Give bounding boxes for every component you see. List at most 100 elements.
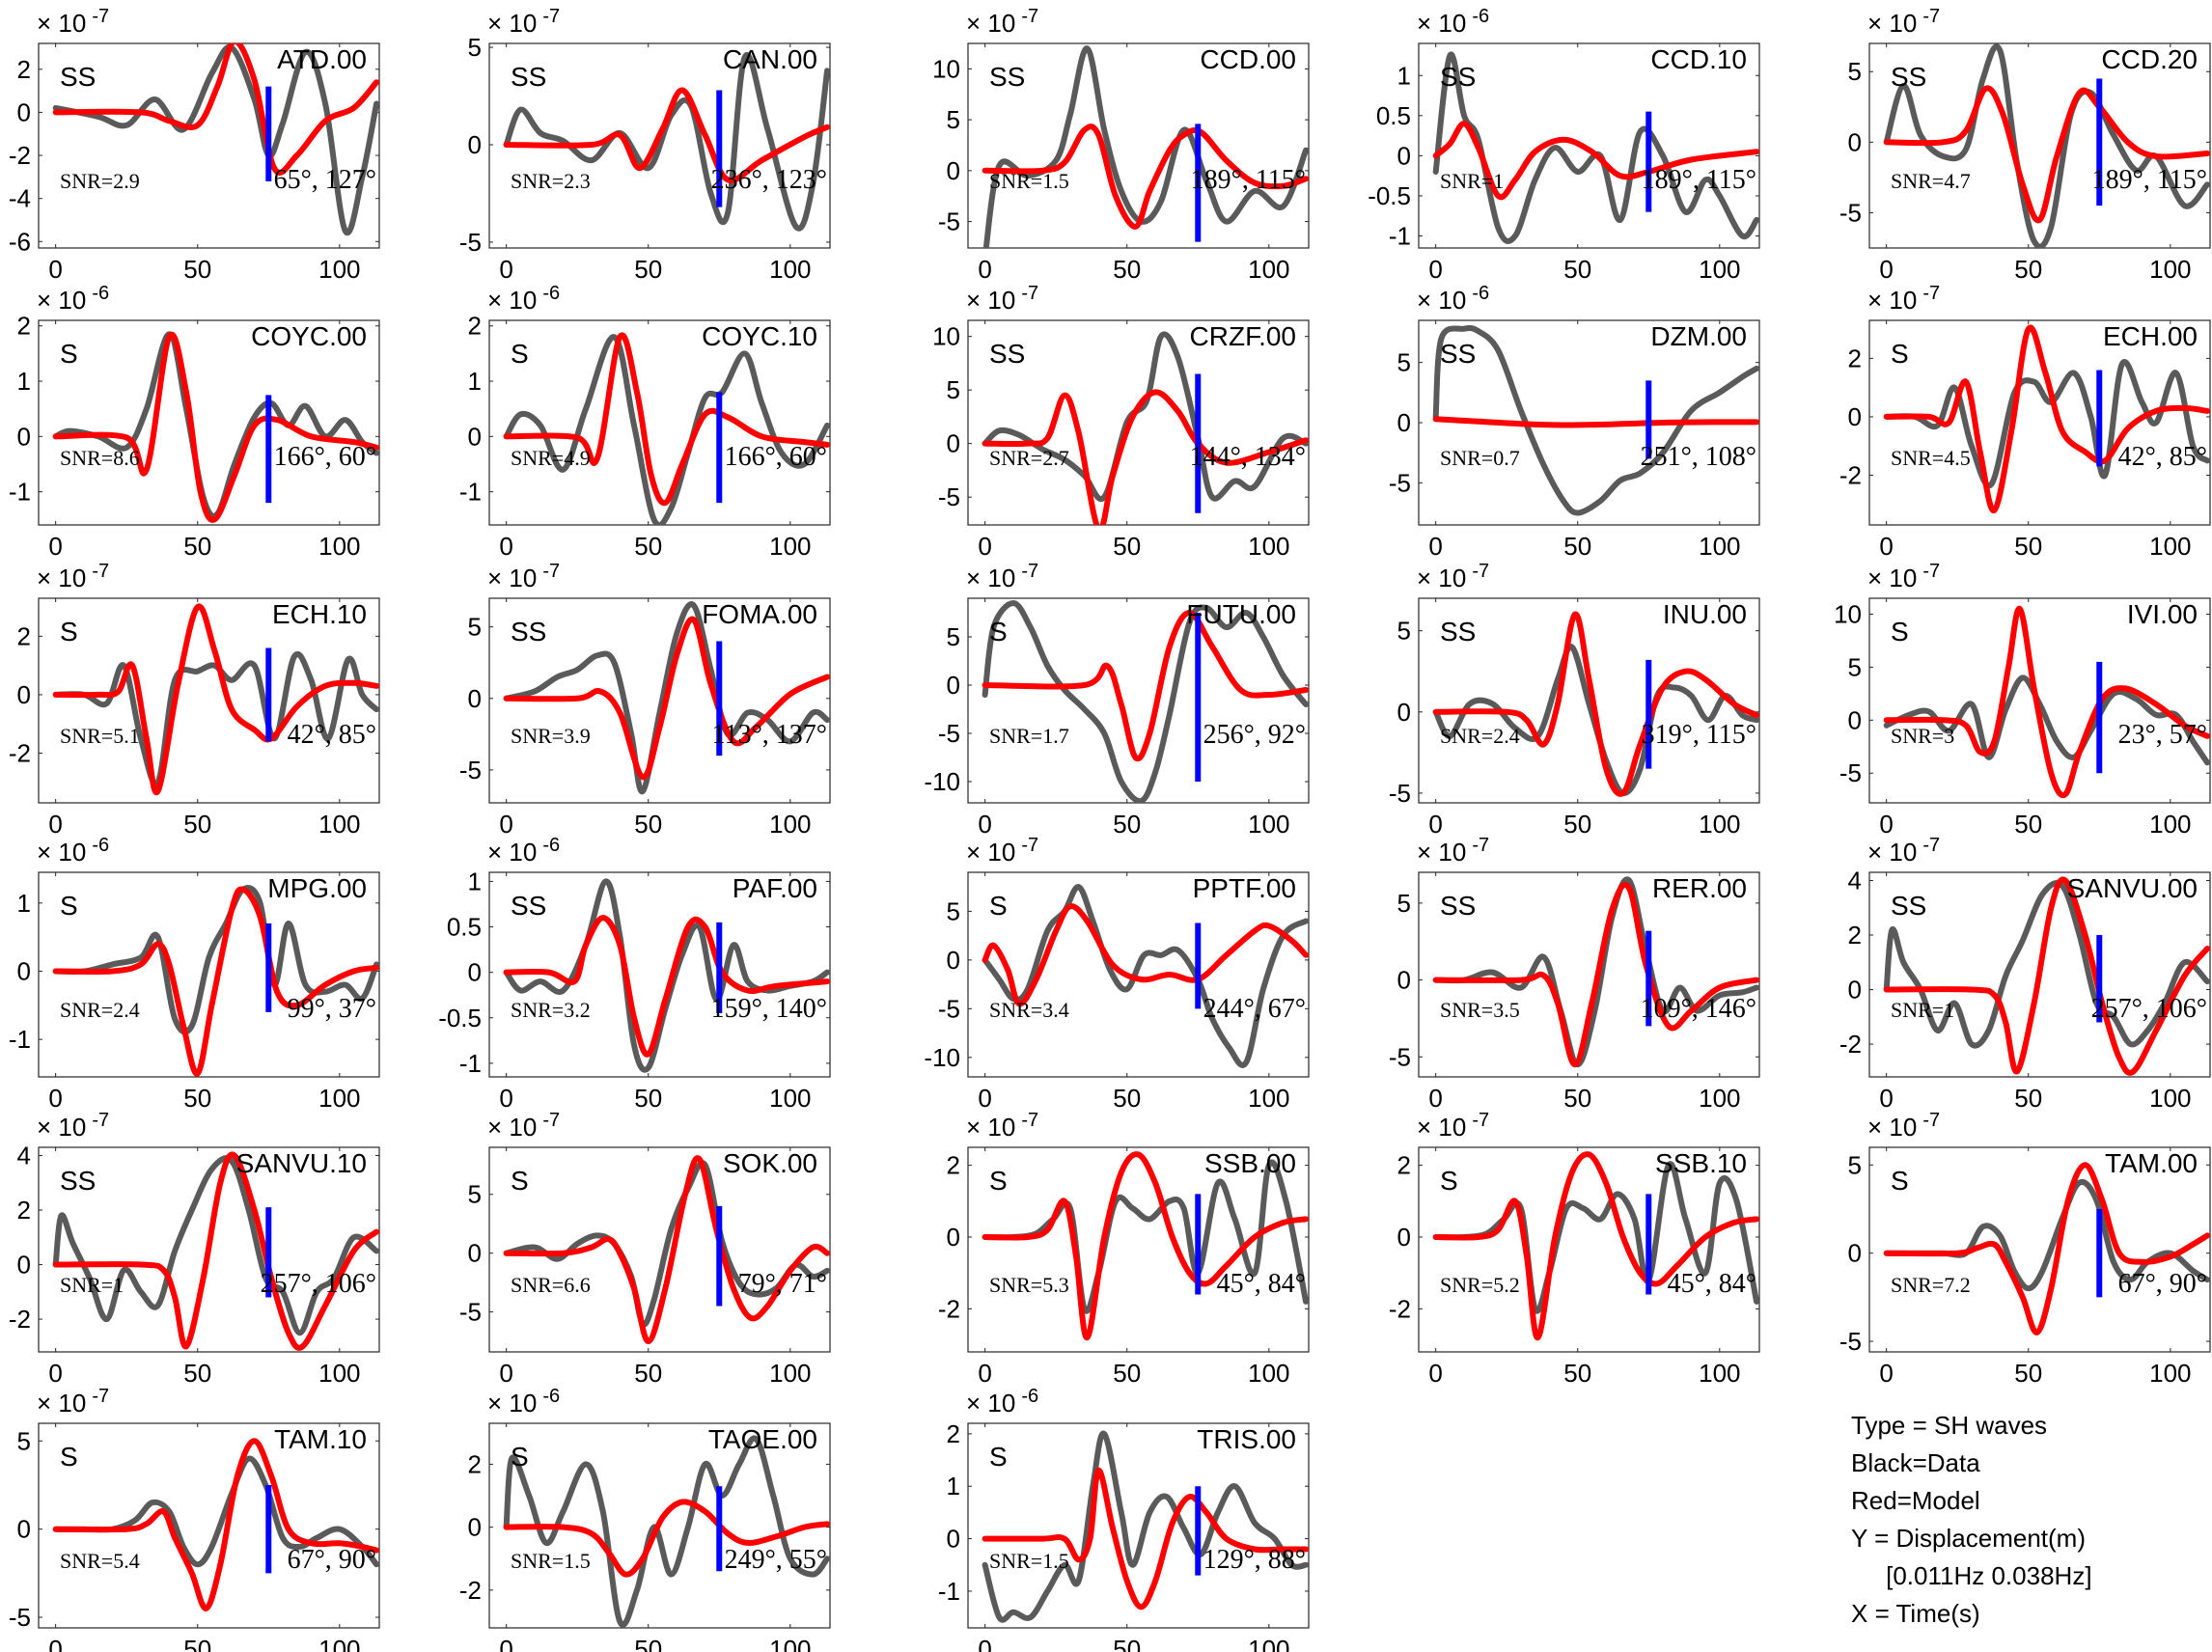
y-tick-label: 0 bbox=[1848, 402, 1862, 431]
y-tick-label: 5 bbox=[17, 1426, 31, 1455]
panel-traces bbox=[503, 332, 830, 525]
x-tick-label: 0 bbox=[978, 1084, 991, 1113]
station-label: SANVU.10 bbox=[236, 1148, 367, 1178]
y-tick-label: -2 bbox=[1389, 1294, 1411, 1323]
axes-box bbox=[967, 1146, 1310, 1353]
y-tick-label: 5 bbox=[1397, 348, 1411, 377]
x-tick-label: 100 bbox=[2149, 1084, 2191, 1113]
y-tick-label: 5 bbox=[468, 33, 482, 62]
panel-traces bbox=[982, 884, 1309, 1068]
y-tick-label: -5 bbox=[1389, 779, 1411, 808]
panel-traces bbox=[982, 45, 1309, 248]
model-trace bbox=[982, 1151, 1309, 1341]
azimuth-label: 99°, 37° bbox=[288, 994, 376, 1024]
legend-black: Black=Data bbox=[1851, 1448, 1980, 1477]
x-tick-label: 100 bbox=[318, 1359, 360, 1388]
model-trace bbox=[52, 43, 379, 176]
y-tick-label: 0 bbox=[947, 1223, 960, 1252]
station-label: COYC.00 bbox=[251, 321, 367, 351]
y-tick-label: 10 bbox=[932, 322, 960, 351]
x-tick-label: 50 bbox=[2014, 1359, 2042, 1388]
panel-traces bbox=[503, 878, 830, 1073]
y-tick-label: 5 bbox=[1397, 617, 1411, 646]
axes-box bbox=[967, 42, 1310, 249]
y-tick-label: 0 bbox=[17, 1515, 31, 1544]
x-tick-label: 0 bbox=[499, 1359, 512, 1388]
x-tick-label: 0 bbox=[978, 810, 991, 839]
y-tick-label: 0 bbox=[947, 156, 960, 185]
x-tick-label: 50 bbox=[1563, 1359, 1591, 1388]
panel-coyc-10: 0 50 100 2 1 0 -1 × 10 -6 S COYC.10 SNR=4.9 166°, 60… bbox=[459, 283, 831, 561]
y-tick-label: -5 bbox=[9, 1603, 31, 1632]
x-tick-label: 0 bbox=[978, 532, 991, 561]
x-tick-label: 100 bbox=[318, 255, 360, 284]
snr-label: SNR=1 bbox=[1891, 998, 1954, 1022]
axes-box bbox=[967, 871, 1310, 1078]
phase-label: SS bbox=[1440, 617, 1476, 647]
y-tick-label: -1 bbox=[459, 1049, 482, 1078]
axes-box bbox=[1418, 871, 1760, 1078]
model-trace bbox=[52, 1151, 379, 1351]
station-label: ATD.00 bbox=[277, 44, 367, 74]
y-tick-label: 0 bbox=[468, 958, 482, 987]
y-tick-label: 2 bbox=[17, 55, 31, 84]
y-tick-label: -1 bbox=[9, 478, 31, 507]
y-tick-label: 0 bbox=[947, 429, 960, 458]
panel-traces bbox=[503, 51, 830, 232]
station-label: PPTF.00 bbox=[1193, 873, 1296, 903]
model-trace bbox=[982, 124, 1309, 230]
snr-label: SNR=2.9 bbox=[60, 169, 140, 193]
station-label: IVI.00 bbox=[2127, 599, 2198, 629]
y-exponent-label: × 10 -7 bbox=[966, 283, 1038, 315]
station-label: SANVU.00 bbox=[2067, 873, 2198, 903]
y-tick-label: 2 bbox=[1397, 1151, 1411, 1180]
x-tick-label: 50 bbox=[183, 255, 211, 284]
azimuth-label: 23°, 57° bbox=[2118, 720, 2207, 750]
station-label: FUTU.00 bbox=[1186, 599, 1296, 629]
panel-traces bbox=[1883, 605, 2210, 799]
model-trace bbox=[1883, 324, 2210, 513]
azimuth-label: 236°, 123° bbox=[711, 165, 827, 195]
panel-traces bbox=[1432, 324, 1759, 516]
y-tick-label: 2 bbox=[1848, 921, 1862, 950]
axes-box bbox=[1418, 597, 1760, 804]
x-tick-label: 50 bbox=[183, 810, 211, 839]
y-exponent-label: × 10 -7 bbox=[487, 1110, 560, 1142]
x-tick-label: 0 bbox=[499, 1084, 512, 1113]
y-tick-label: 0 bbox=[1848, 705, 1862, 734]
y-tick-label: 10 bbox=[932, 54, 960, 83]
data-trace bbox=[503, 1435, 830, 1628]
data-trace bbox=[503, 51, 830, 232]
axes-box bbox=[38, 42, 380, 249]
phase-label: S bbox=[989, 1442, 1008, 1472]
y-tick-label: 0 bbox=[1397, 698, 1411, 727]
x-tick-label: 50 bbox=[2014, 810, 2042, 839]
snr-label: SNR=1.5 bbox=[989, 169, 1069, 193]
y-tick-label: -5 bbox=[1389, 1042, 1411, 1071]
model-trace bbox=[503, 915, 830, 1058]
model-trace bbox=[1883, 85, 2210, 224]
y-tick-label: 0.5 bbox=[1376, 101, 1411, 130]
x-tick-label: 0 bbox=[48, 532, 62, 561]
x-tick-label: 0 bbox=[48, 810, 62, 839]
x-tick-label: 50 bbox=[1113, 810, 1141, 839]
axes-box bbox=[967, 319, 1310, 526]
phase-label: S bbox=[511, 339, 529, 369]
x-tick-label: 100 bbox=[318, 1635, 360, 1652]
x-tick-label: 0 bbox=[499, 810, 512, 839]
x-tick-label: 50 bbox=[634, 532, 662, 561]
axes-box bbox=[1418, 42, 1760, 249]
phase-label: S bbox=[1891, 339, 1909, 369]
x-tick-label: 0 bbox=[48, 1359, 62, 1388]
snr-label: SNR=5.3 bbox=[989, 1273, 1069, 1297]
y-tick-label: -1 bbox=[1389, 222, 1411, 251]
data-trace bbox=[52, 651, 379, 787]
panel-traces bbox=[1883, 324, 2210, 513]
x-tick-label: 0 bbox=[1879, 1084, 1893, 1113]
y-exponent-label: × 10 -7 bbox=[966, 561, 1038, 592]
y-exponent-label: × 10 -7 bbox=[1867, 561, 1940, 592]
azimuth-label: 67°, 90° bbox=[2118, 1269, 2207, 1299]
